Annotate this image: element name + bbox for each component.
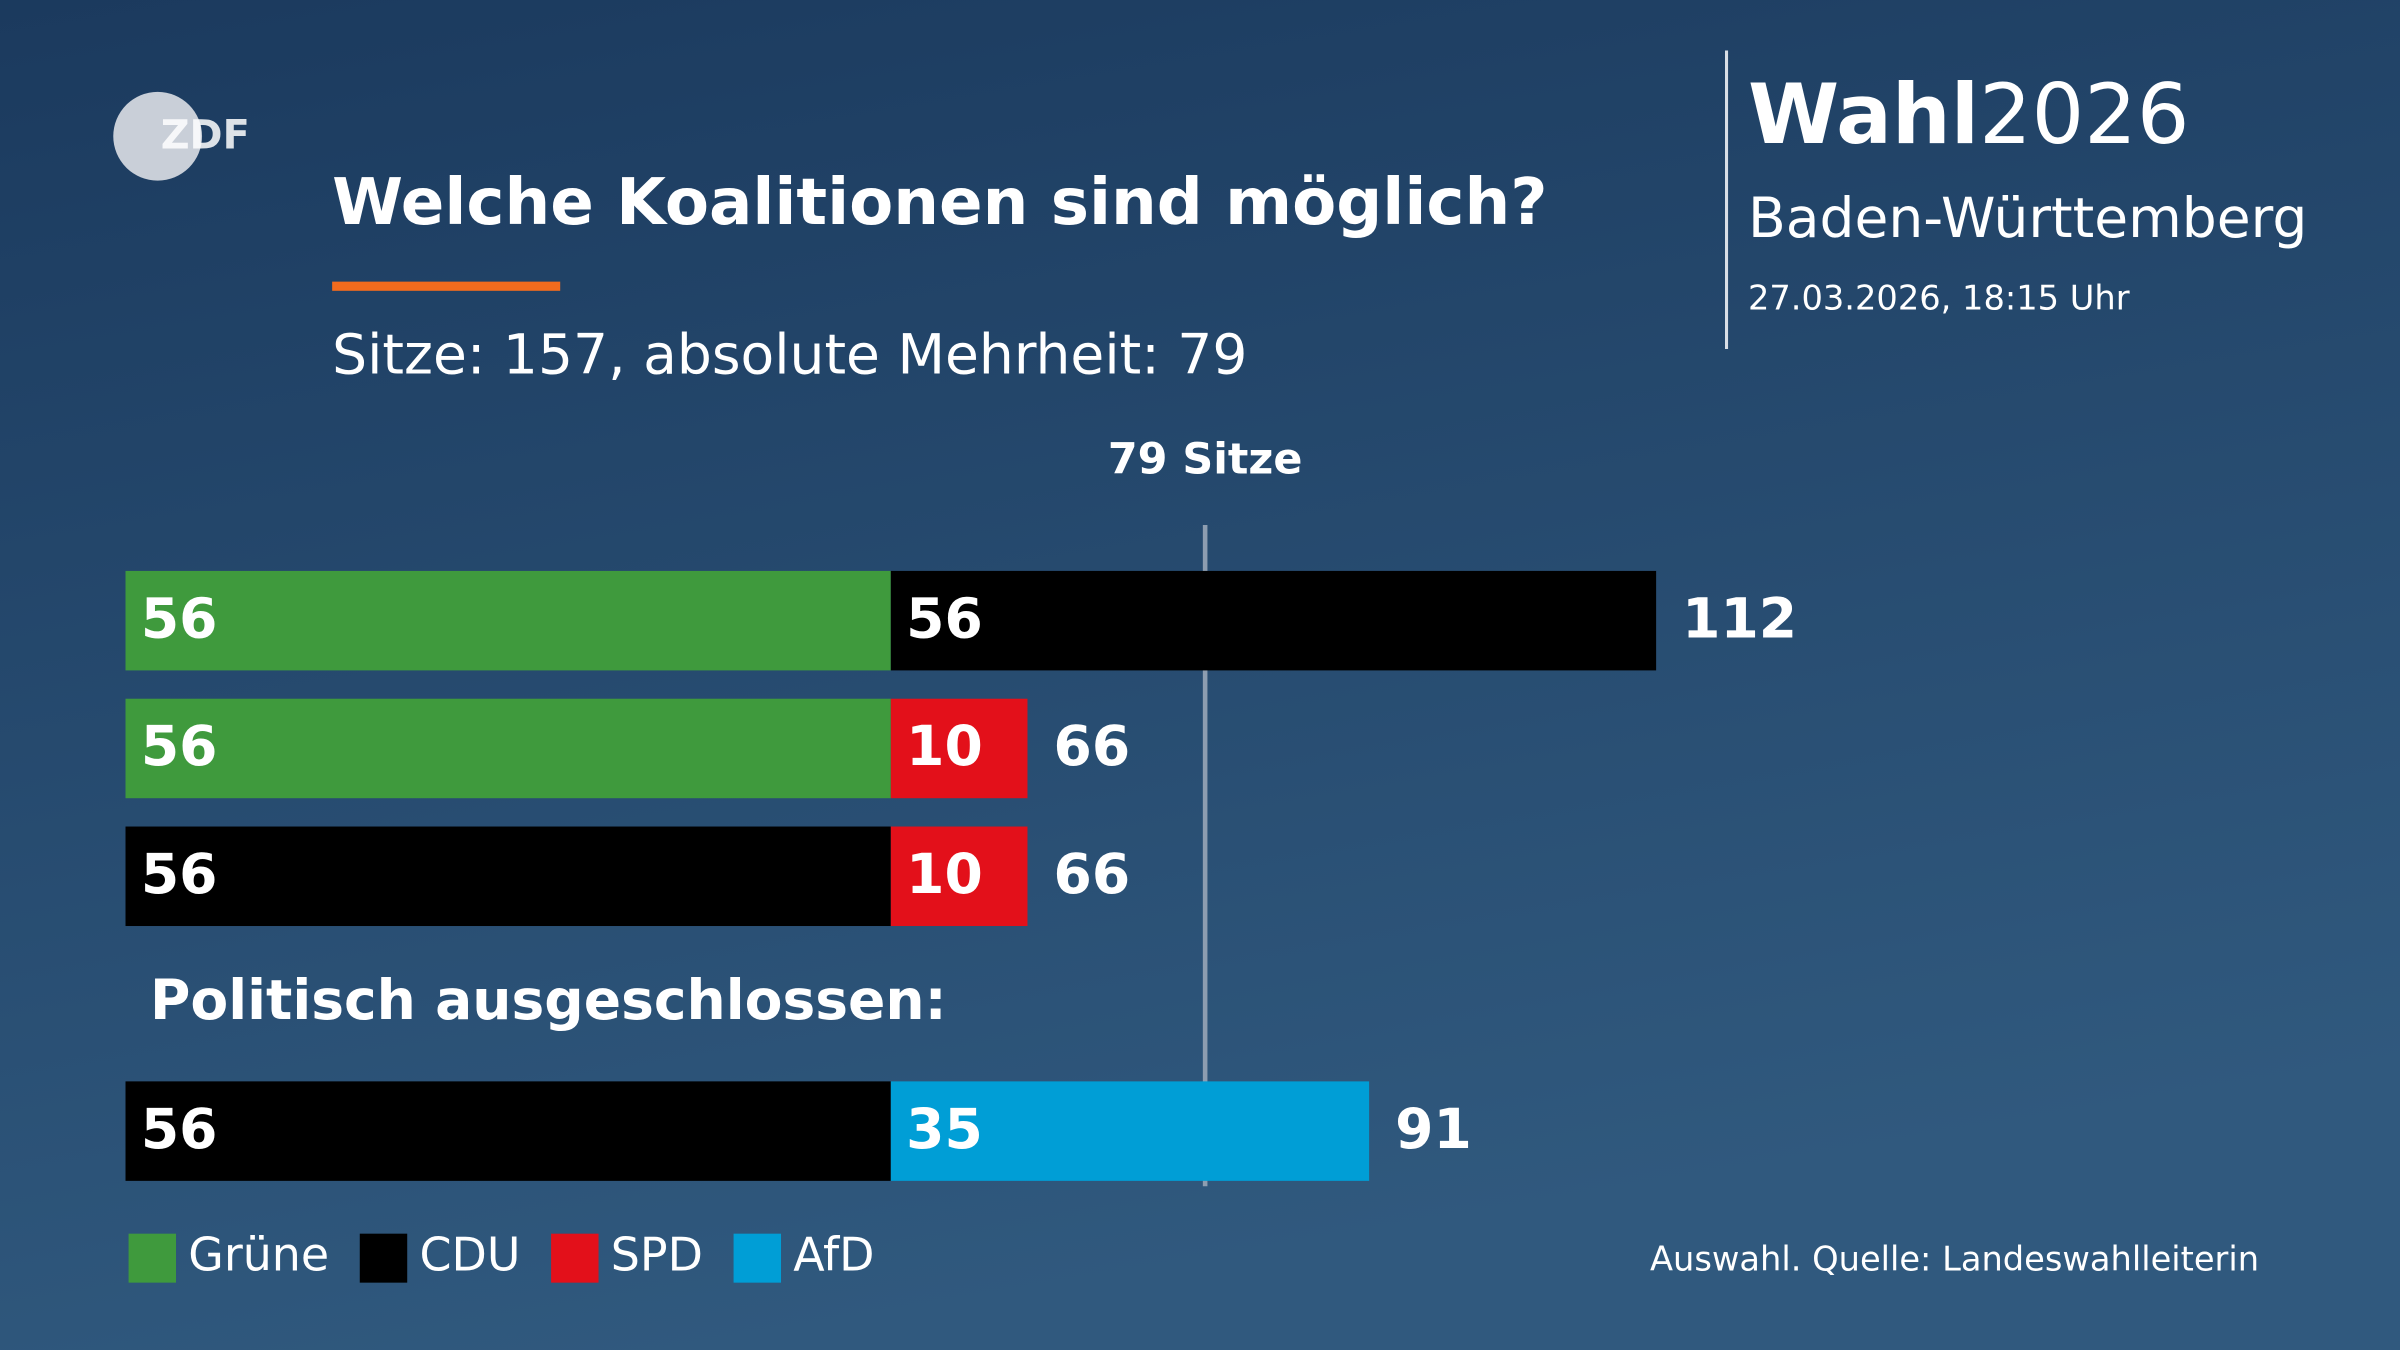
brand-bold: Wahl [1748,67,1979,163]
value-label: 10 [906,714,983,778]
legend-label: Grüne [188,1228,329,1282]
value-label: 56 [141,842,218,906]
chart-title: Welche Koalitionen sind möglich? [332,165,1547,240]
bar-segment [125,570,891,671]
bar-segment [890,570,1657,671]
legend-swatch [359,1233,408,1283]
total-label: 66 [1053,842,1130,906]
value-label: 56 [906,586,983,650]
total-label: 66 [1053,714,1130,778]
subtitle: Sitze: 157, absolute Mehrheit: 79 [332,322,1247,386]
bar-segment [890,698,1028,799]
value-label: 56 [141,714,218,778]
bar-segment [125,826,891,927]
value-label: 56 [141,586,218,650]
legend-label: CDU [419,1228,520,1282]
brand-year: 2026 [1979,67,2189,163]
total-label: 112 [1682,586,1797,650]
legend-label: SPD [611,1228,703,1282]
legend-swatch [128,1233,177,1283]
legend-swatch [551,1233,599,1283]
source: Auswahl. Quelle: Landeswahlleiterin [1650,1240,2259,1279]
title-underline [332,281,561,291]
logo: ZDF [161,112,250,158]
logo-circle [113,91,203,181]
annotation: Politisch ausgeschlossen: [150,968,947,1032]
brand: Wahl2026 [1748,67,2189,163]
legend-swatch [733,1233,782,1283]
value-label: 10 [906,842,983,906]
total-label: 91 [1395,1097,1472,1161]
bar-segment [890,1081,1370,1181]
bar-segment [890,826,1028,927]
date: 27.03.2026, 18:15 Uhr [1748,279,2130,318]
region: Baden-Württemberg [1748,186,2307,250]
legend-label: AfD [793,1228,874,1282]
value-label: 35 [906,1097,983,1161]
threshold-label: 79 Sitze [1108,435,1303,485]
bar-segment [125,698,891,799]
bar-segment [125,1081,891,1181]
value-label: 56 [141,1097,218,1161]
